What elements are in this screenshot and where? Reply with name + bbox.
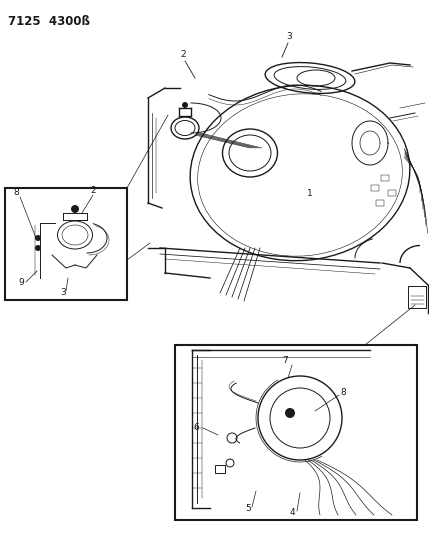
Text: 7125  4300ß: 7125 4300ß — [8, 15, 90, 28]
Bar — [5, 188, 127, 300]
Text: 7: 7 — [282, 356, 288, 365]
Text: 8: 8 — [13, 188, 19, 197]
Text: 8: 8 — [340, 388, 346, 397]
Bar — [408, 286, 426, 308]
Text: 4: 4 — [290, 508, 296, 517]
Bar — [388, 190, 396, 196]
Circle shape — [71, 205, 79, 213]
Bar — [175, 345, 417, 520]
Circle shape — [182, 102, 188, 108]
Text: 2: 2 — [90, 186, 96, 195]
Bar — [371, 185, 379, 191]
Text: 3: 3 — [60, 288, 66, 297]
Bar — [376, 200, 384, 206]
Circle shape — [35, 235, 41, 241]
Text: 5: 5 — [245, 504, 251, 513]
Circle shape — [35, 245, 41, 251]
Circle shape — [285, 408, 295, 418]
Text: 2: 2 — [180, 50, 186, 59]
Text: 9: 9 — [18, 278, 24, 287]
Text: 6: 6 — [193, 423, 199, 432]
Bar — [215, 465, 225, 473]
Bar — [381, 175, 389, 181]
Text: 1: 1 — [307, 189, 313, 198]
Text: 3: 3 — [286, 32, 292, 41]
